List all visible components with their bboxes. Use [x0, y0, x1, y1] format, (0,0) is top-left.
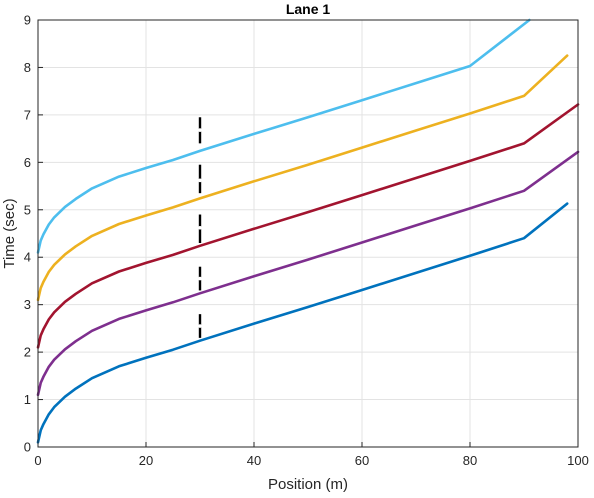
x-tick-label: 100	[567, 453, 589, 468]
series-line-3	[36, 103, 580, 349]
y-tick-label: 1	[24, 392, 31, 407]
y-tick-label: 2	[24, 345, 31, 360]
axis-ticks: 0 20 40 60 80 100 0 1 2 3 4 5 6 7 8 9	[24, 13, 589, 469]
y-tick-label: 5	[24, 202, 31, 217]
grid	[37, 19, 579, 448]
x-axis-label: Position (m)	[268, 476, 348, 493]
series-line-5	[36, 18, 531, 254]
x-tick-label: 60	[355, 453, 369, 468]
y-axis-label: Time (sec)	[1, 198, 18, 268]
x-tick-label: 40	[247, 453, 261, 468]
marker-dot-1	[198, 324, 202, 328]
marker-dot-4	[198, 178, 202, 183]
x-tick-label: 80	[463, 453, 477, 468]
y-tick-label: 0	[24, 440, 31, 455]
y-tick-label: 3	[24, 297, 31, 312]
x-tick-label: 0	[34, 453, 41, 468]
y-tick-label: 7	[24, 107, 31, 122]
chart-title: Lane 1	[286, 1, 331, 17]
marker-dot-5	[198, 128, 202, 132]
plot-series	[36, 18, 580, 444]
y-tick-label: 9	[24, 13, 31, 28]
series-line-2	[36, 150, 580, 397]
marker-dot-3	[198, 226, 202, 230]
marker-bars	[198, 117, 202, 338]
series-line-4	[36, 54, 569, 302]
y-tick-label: 8	[24, 60, 31, 75]
x-tick-label: 20	[139, 453, 153, 468]
y-tick-label: 4	[24, 250, 31, 265]
marker-dot-2	[198, 276, 202, 281]
plot-frame	[37, 19, 579, 448]
series-line-1	[36, 202, 569, 444]
y-tick-label: 6	[24, 155, 31, 170]
